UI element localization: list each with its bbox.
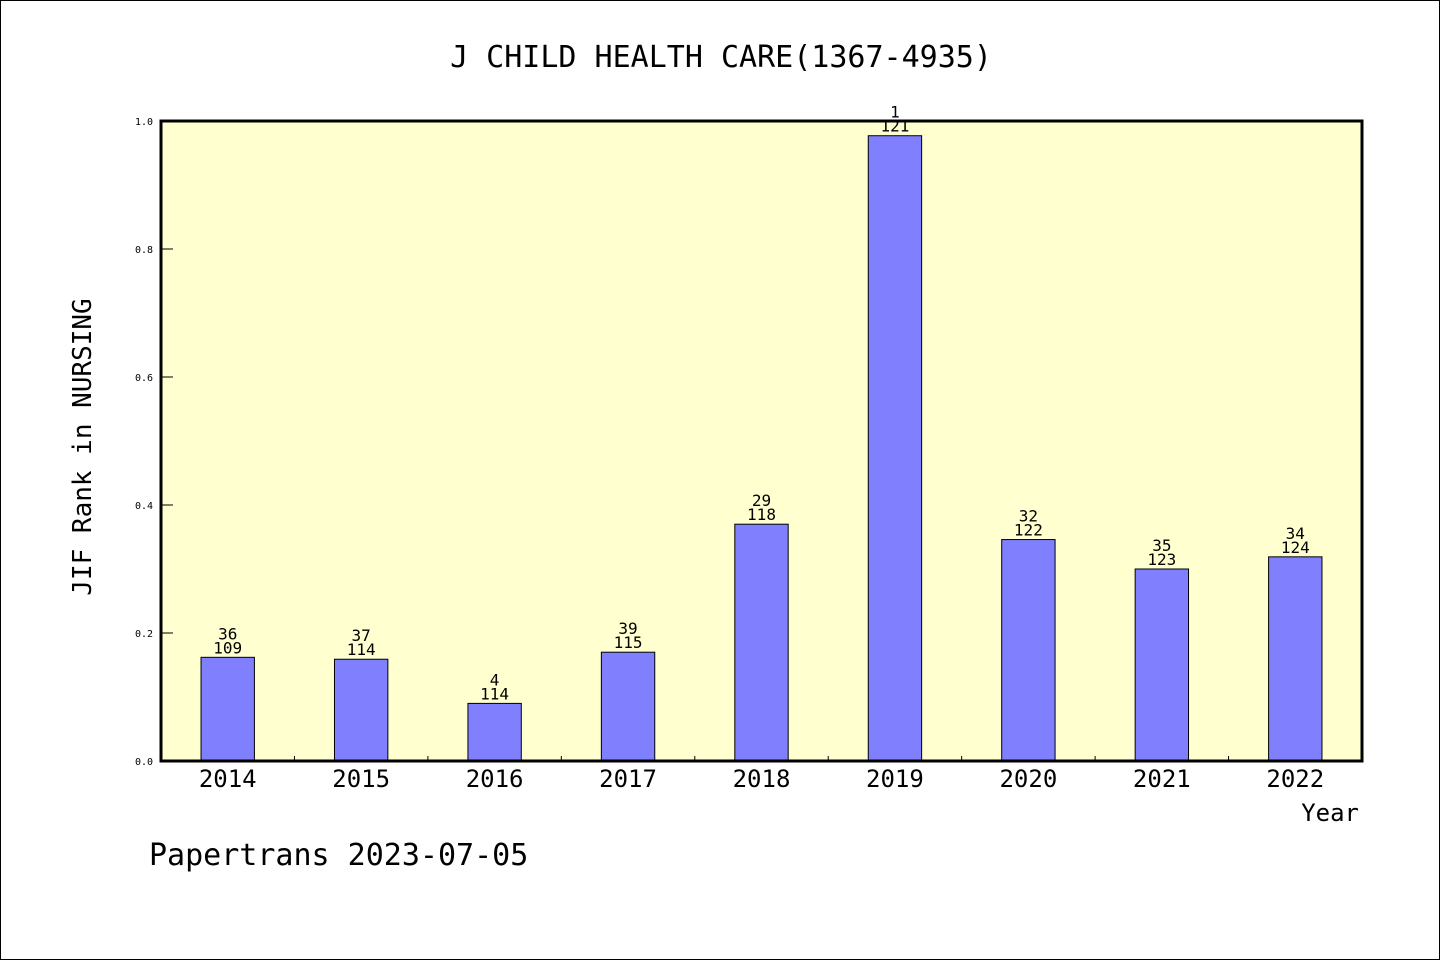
x-tick-label: 2017 — [599, 765, 657, 793]
x-tick-label: 2020 — [999, 765, 1057, 793]
x-axis-label: Year — [1301, 799, 1359, 827]
bar-total-label: 122 — [1014, 521, 1043, 540]
bar-rank-label: 36 — [218, 624, 237, 643]
bar-total-label: 114 — [480, 684, 509, 703]
y-tick-label: 0.0 — [135, 757, 153, 768]
x-tick-label: 2018 — [733, 765, 791, 793]
x-tick-label: 2019 — [866, 765, 924, 793]
y-tick-label: 0.6 — [135, 373, 153, 384]
bar-2017 — [600, 651, 656, 762]
bar-2019 — [867, 135, 923, 762]
bar-rank-label: 37 — [352, 626, 371, 645]
bar-total-label: 109 — [213, 638, 242, 657]
bar-total-label: 123 — [1147, 550, 1176, 569]
bar-rank-label: 34 — [1286, 524, 1305, 543]
footer-credit: Papertrans 2023-07-05 — [149, 838, 528, 873]
bar-total-label: 118 — [747, 505, 776, 524]
bar-rank-label: 4 — [490, 670, 500, 689]
bar-2014 — [200, 656, 255, 762]
plot-border — [159, 119, 1364, 763]
bar-rank-label: 29 — [752, 491, 771, 510]
x-tick-label: 2016 — [466, 765, 524, 793]
plot-area: 0.00.20.40.60.81.03610920143711420154114… — [135, 103, 1364, 793]
bar-2018 — [734, 523, 789, 762]
y-tick-label: 0.4 — [135, 501, 153, 512]
x-tick-label: 2022 — [1266, 765, 1324, 793]
x-tick-label: 2015 — [332, 765, 390, 793]
y-axis-label: JIF Rank in NURSING — [68, 298, 98, 595]
bar-2021 — [1134, 568, 1190, 762]
bar-2022 — [1268, 556, 1323, 762]
bar-rank-label: 35 — [1152, 536, 1171, 555]
x-tick-label: 2021 — [1133, 765, 1191, 793]
y-tick-label: 0.2 — [135, 629, 153, 640]
bar-rank-label: 32 — [1019, 507, 1038, 526]
bar-rank-label: 1 — [890, 103, 900, 122]
chart-title: J CHILD HEALTH CARE(1367-4935) — [450, 40, 992, 75]
y-tick-label: 0.8 — [135, 245, 153, 256]
bar-2016 — [467, 702, 522, 762]
bar-total-label: 124 — [1281, 538, 1310, 557]
bar-total-label: 115 — [614, 633, 643, 652]
x-tick-label: 2014 — [199, 765, 257, 793]
bar-2020 — [1001, 539, 1056, 762]
bar-rank-label: 39 — [618, 619, 637, 638]
bar-2015 — [333, 658, 389, 762]
bar-total-label: 114 — [347, 640, 376, 659]
y-tick-label: 1.0 — [135, 117, 153, 128]
